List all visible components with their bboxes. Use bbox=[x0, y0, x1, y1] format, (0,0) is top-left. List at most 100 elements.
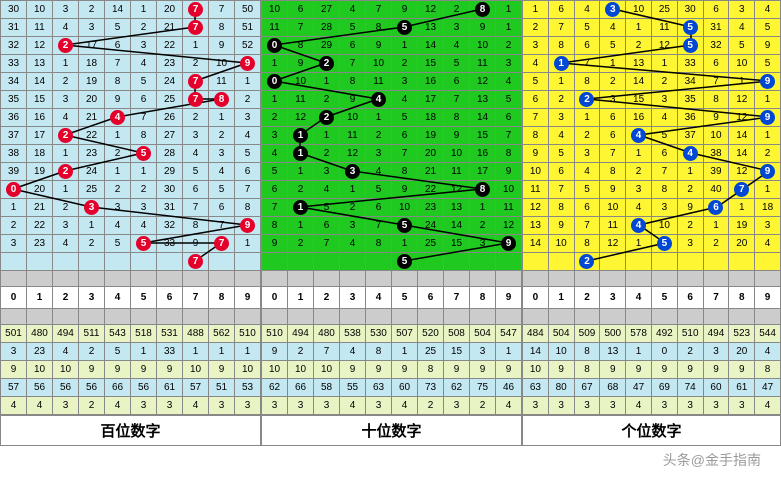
ball-marker: 5 bbox=[683, 20, 698, 35]
ball-marker: 4 bbox=[683, 146, 698, 161]
stat-cell: 9 bbox=[548, 361, 574, 379]
stat-cell: 547 bbox=[496, 325, 522, 343]
cell: 3 bbox=[392, 73, 418, 91]
cell: 16 bbox=[27, 109, 53, 127]
cell: 24 bbox=[418, 217, 444, 235]
cell: 5 bbox=[651, 127, 677, 145]
digit-header: 5 bbox=[392, 287, 418, 309]
cell: 19 bbox=[418, 127, 444, 145]
ball-marker: 8 bbox=[214, 92, 229, 107]
stat-cell: 9 bbox=[470, 361, 496, 379]
cell: 4 bbox=[755, 1, 781, 19]
stat-cell: 56 bbox=[27, 379, 53, 397]
cell: 6 bbox=[314, 217, 340, 235]
cell: 29 bbox=[314, 37, 340, 55]
stat-cell: 9 bbox=[157, 361, 183, 379]
cell bbox=[496, 253, 522, 271]
cell: 3 bbox=[79, 199, 105, 217]
cell: 20 bbox=[418, 145, 444, 163]
spacer-cell bbox=[677, 271, 703, 287]
digit-header: 2 bbox=[314, 287, 340, 309]
spacer-cell bbox=[235, 271, 261, 287]
cell: 1 bbox=[53, 145, 79, 163]
cell: 3 bbox=[131, 199, 157, 217]
cell: 4 bbox=[496, 73, 522, 91]
grid-table: 1643102530634275411153145386521253259417… bbox=[522, 0, 781, 415]
cell: 3 bbox=[235, 109, 261, 127]
cell: 4 bbox=[131, 217, 157, 235]
cell bbox=[157, 253, 183, 271]
stat-cell: 3 bbox=[523, 397, 549, 415]
ball-marker: 2 bbox=[319, 56, 334, 71]
cell: 1 bbox=[262, 91, 288, 109]
cell: 7 bbox=[574, 55, 600, 73]
cell: 3 bbox=[105, 199, 131, 217]
cell: 5 bbox=[548, 145, 574, 163]
cell: 4 bbox=[755, 235, 781, 253]
cell: 1 bbox=[53, 55, 79, 73]
digit-header: 4 bbox=[626, 287, 652, 309]
stat-cell: 3 bbox=[53, 397, 79, 415]
stat-cell: 1 bbox=[131, 343, 157, 361]
cell: 7 bbox=[183, 19, 209, 37]
stat-cell: 3 bbox=[288, 397, 314, 415]
stat-cell: 9 bbox=[496, 361, 522, 379]
cell: 10 bbox=[444, 145, 470, 163]
cell: 1 bbox=[183, 37, 209, 55]
spacer-cell bbox=[626, 309, 652, 325]
stat-cell: 9 bbox=[392, 361, 418, 379]
cell: 28 bbox=[157, 145, 183, 163]
cell: 1 bbox=[677, 163, 703, 181]
cell bbox=[651, 253, 677, 271]
cell: 8 bbox=[366, 19, 392, 37]
cell: 5 bbox=[105, 19, 131, 37]
spacer-cell bbox=[755, 271, 781, 287]
cell: 7 bbox=[209, 217, 235, 235]
cell: 4 bbox=[626, 199, 652, 217]
stat-cell: 3 bbox=[235, 397, 261, 415]
cell: 18 bbox=[418, 109, 444, 127]
cell: 6 bbox=[366, 199, 392, 217]
cell: 1 bbox=[600, 55, 626, 73]
cell: 10 bbox=[27, 1, 53, 19]
cell bbox=[548, 253, 574, 271]
cell: 5 bbox=[444, 55, 470, 73]
cell: 8 bbox=[392, 163, 418, 181]
digit-header: 3 bbox=[340, 287, 366, 309]
stat-cell: 4 bbox=[340, 343, 366, 361]
cell: 6 bbox=[392, 127, 418, 145]
cell: 10 bbox=[523, 163, 549, 181]
cell: 4 bbox=[626, 217, 652, 235]
stat-cell: 63 bbox=[523, 379, 549, 397]
cell: 5 bbox=[209, 181, 235, 199]
cell: 14 bbox=[444, 217, 470, 235]
cell: 7 bbox=[729, 181, 755, 199]
stat-cell: 60 bbox=[392, 379, 418, 397]
cell: 25 bbox=[79, 181, 105, 199]
cell: 6 bbox=[183, 181, 209, 199]
cell: 12 bbox=[288, 109, 314, 127]
stat-cell: 480 bbox=[27, 325, 53, 343]
cell: 14 bbox=[729, 127, 755, 145]
ball-marker: 9 bbox=[240, 56, 255, 71]
stat-cell: 23 bbox=[27, 343, 53, 361]
cell: 5 bbox=[392, 19, 418, 37]
cell: 1 bbox=[262, 55, 288, 73]
cell: 10 bbox=[651, 217, 677, 235]
cell bbox=[340, 253, 366, 271]
ball-marker: 1 bbox=[293, 200, 308, 215]
stat-cell: 3 bbox=[600, 397, 626, 415]
cell: 5 bbox=[392, 217, 418, 235]
ball-marker: 5 bbox=[136, 146, 151, 161]
cell: 31 bbox=[157, 199, 183, 217]
ball-marker: 9 bbox=[240, 218, 255, 233]
stat-cell: 9 bbox=[131, 361, 157, 379]
stat-cell: 9 bbox=[209, 361, 235, 379]
cell: 5 bbox=[729, 37, 755, 55]
digit-header: 1 bbox=[288, 287, 314, 309]
cell: 4 bbox=[548, 127, 574, 145]
cell: 3 bbox=[626, 181, 652, 199]
spacer-cell bbox=[131, 271, 157, 287]
cell: 27 bbox=[314, 1, 340, 19]
cell: 9 bbox=[496, 163, 522, 181]
